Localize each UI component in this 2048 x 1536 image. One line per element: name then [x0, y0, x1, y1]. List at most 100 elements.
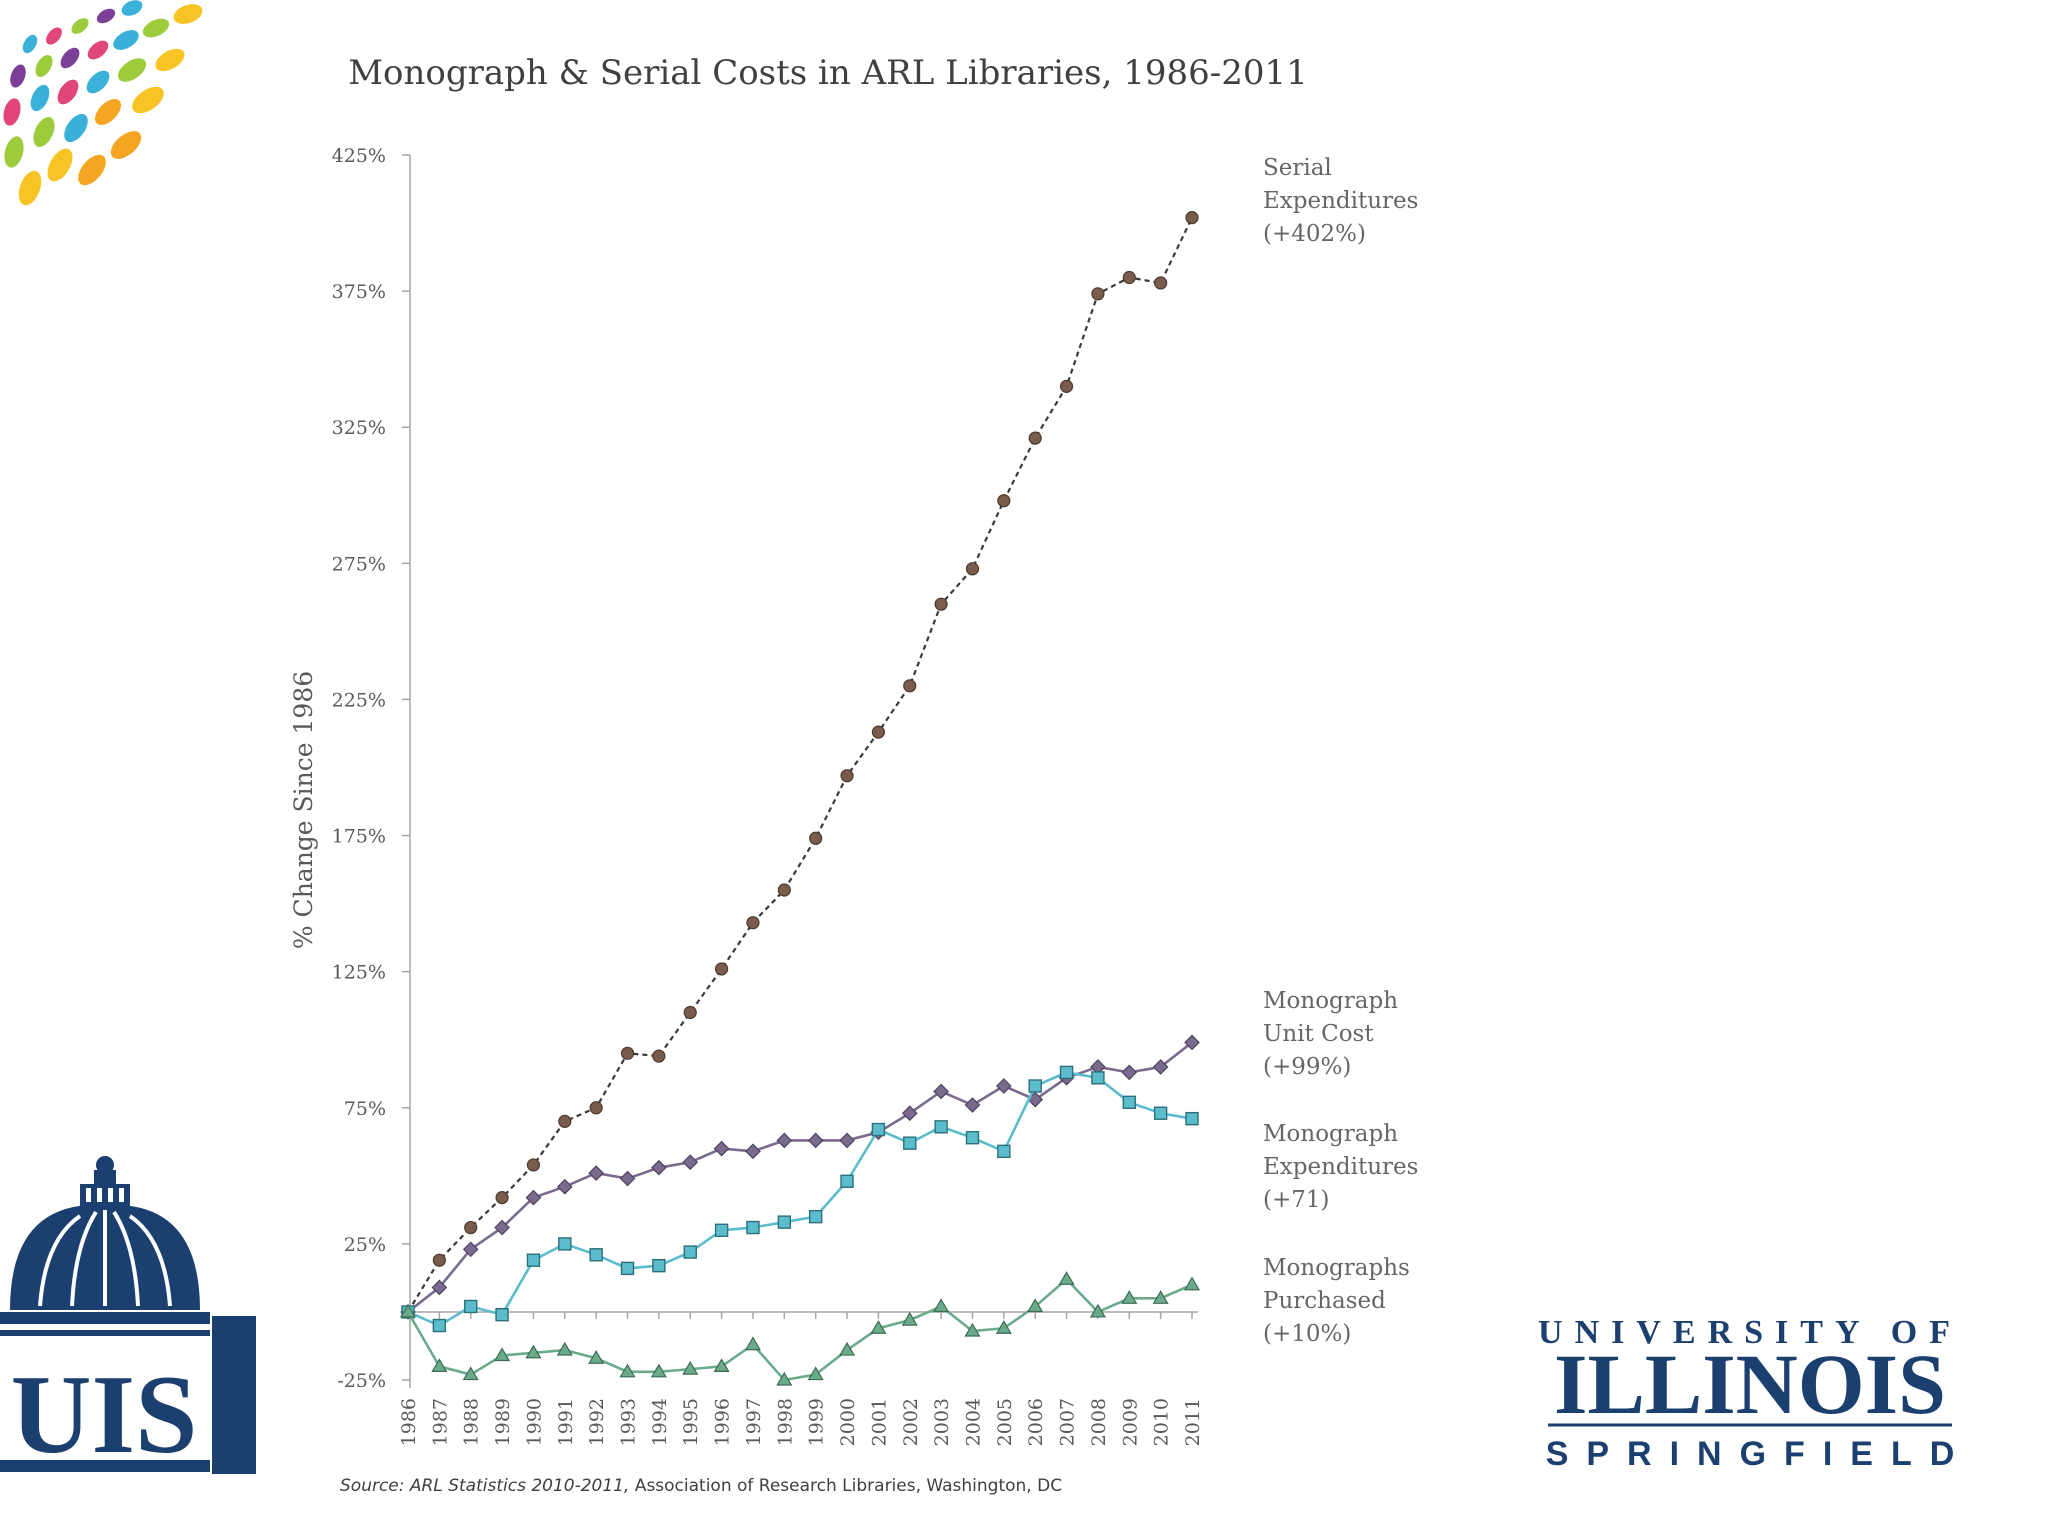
data-point-monograph_unit_cost: [682, 1154, 699, 1171]
data-point-monograph_unit_cost: [1121, 1064, 1138, 1081]
data-point-monograph_unit_cost: [619, 1170, 636, 1187]
data-point-serial: [432, 1253, 446, 1267]
data-point-monographs_purchased: [1058, 1271, 1075, 1285]
data-point-monograph_expenditures: [1185, 1111, 1199, 1126]
x-tick-label: 1996: [712, 1398, 734, 1446]
data-point-monograph_expenditures: [997, 1144, 1011, 1159]
data-point-monograph_expenditures: [558, 1237, 572, 1251]
source-rest: Association of Research Libraries, Washi…: [629, 1476, 1062, 1496]
x-tick-label: 1999: [806, 1398, 828, 1446]
data-point-monograph_expenditures: [589, 1248, 603, 1262]
data-point-serial: [903, 679, 917, 693]
data-point-monograph_unit_cost: [556, 1178, 573, 1195]
series-serial: [401, 211, 1199, 1319]
x-tick-label: 2004: [962, 1398, 984, 1446]
x-tick-label: 1995: [680, 1398, 702, 1446]
series-monograph_unit_cost: [400, 1034, 1200, 1320]
data-point-monograph_unit_cost: [462, 1241, 479, 1258]
data-point-serial: [1185, 211, 1199, 225]
x-tick-label: 1989: [492, 1398, 514, 1446]
series-label-serial: Serial Expenditures (+402%): [1263, 155, 1418, 247]
data-point-serial: [934, 597, 948, 611]
y-tick-label: 75%: [344, 1098, 386, 1120]
data-point-monograph_unit_cost: [651, 1159, 667, 1176]
x-tick-label: 2001: [868, 1398, 890, 1446]
data-point-serial: [683, 1005, 697, 1020]
y-axis-title: % Change Since 1986: [289, 671, 318, 949]
series-label-line: Purchased: [1263, 1288, 1386, 1314]
series-label-line: Expenditures: [1263, 188, 1418, 214]
chart-title: Monograph & Serial Costs in ARL Librarie…: [348, 53, 1308, 93]
y-tick-label: 125%: [332, 962, 386, 984]
x-tick-label: 1987: [429, 1398, 451, 1446]
data-point-monograph_expenditures: [777, 1215, 792, 1229]
data-point-monograph_unit_cost: [745, 1143, 761, 1160]
x-tick-label: 1997: [743, 1398, 765, 1446]
series-line-monographs_purchased: [406, 1277, 1193, 1382]
series-label-monograph_expenditures: Monograph Expenditures (+71): [1263, 1121, 1418, 1213]
uis-side-bar: [212, 1316, 256, 1474]
data-point-serial: [589, 1101, 603, 1115]
x-tick-label: 1993: [618, 1398, 640, 1446]
chart-axes: -25% 25% 75% 125% 175% 225% 275% 325% 375% 425% 19…: [332, 145, 1204, 1446]
data-point-serial: [714, 962, 729, 976]
illinois-logo-bottom: SPRINGFIELD: [1546, 1435, 1973, 1473]
data-point-monograph_expenditures: [965, 1131, 980, 1145]
series-monograph_expenditures: [401, 1065, 1199, 1333]
data-point-monograph_unit_cost: [933, 1083, 949, 1100]
data-point-monograph_unit_cost: [713, 1140, 730, 1157]
x-tick-label: 1986: [398, 1398, 420, 1446]
data-point-monographs_purchased: [870, 1320, 887, 1334]
data-point-monographs_purchased: [713, 1358, 730, 1372]
x-tick-label: 2006: [1025, 1398, 1047, 1446]
data-point-serial: [526, 1158, 541, 1172]
data-point-monographs_purchased: [995, 1320, 1012, 1334]
data-point-monograph_expenditures: [934, 1120, 948, 1134]
data-point-monograph_expenditures: [1122, 1095, 1136, 1110]
data-point-monograph_expenditures: [714, 1223, 729, 1237]
data-point-monograph_expenditures: [683, 1245, 697, 1259]
series-label-line: (+10%): [1263, 1321, 1351, 1347]
source-prefix: Source:: [340, 1476, 410, 1496]
y-tick-label: 325%: [332, 417, 386, 439]
series-label-line: (+402%): [1263, 221, 1366, 247]
data-point-monographs_purchased: [1152, 1290, 1169, 1304]
series-label-monographs_purchased: Monographs Purchased (+10%): [1263, 1255, 1410, 1347]
data-point-monographs_purchased: [1027, 1298, 1044, 1313]
data-point-monograph_unit_cost: [901, 1105, 918, 1122]
uis-logo: UIS: [0, 1156, 256, 1477]
x-tick-label: 2009: [1119, 1398, 1141, 1446]
chart-series: [399, 211, 1201, 1386]
x-tick-label: 2005: [994, 1398, 1016, 1446]
data-point-monograph_unit_cost: [1184, 1034, 1200, 1051]
series-label-line: Monograph: [1263, 1121, 1398, 1147]
x-tick-label: 2008: [1088, 1398, 1110, 1446]
data-point-monographs_purchased: [1121, 1290, 1138, 1304]
x-tick-label: 2000: [837, 1398, 859, 1446]
y-tick-label: -25%: [337, 1370, 386, 1392]
x-tick-label: 2010: [1151, 1398, 1173, 1446]
data-point-monographs_purchased: [682, 1360, 699, 1375]
y-tick-label: 375%: [332, 281, 386, 303]
data-point-monographs_purchased: [619, 1363, 636, 1378]
x-tick-label: 1988: [461, 1398, 483, 1446]
series-label-line: Monographs: [1263, 1255, 1410, 1281]
data-point-serial: [558, 1114, 572, 1128]
data-point-monograph_expenditures: [903, 1136, 917, 1150]
illinois-logo: UNIVERSITY OF ILLINOIS SPRINGFIELD: [1538, 1314, 1973, 1473]
data-point-monograph_unit_cost: [494, 1219, 510, 1236]
data-point-monographs_purchased: [776, 1371, 793, 1386]
data-point-serial: [965, 562, 980, 576]
data-point-monograph_expenditures: [808, 1209, 823, 1224]
data-point-monograph_expenditures: [526, 1253, 541, 1267]
x-tick-label: 2003: [931, 1398, 953, 1446]
series-label-line: Unit Cost: [1263, 1021, 1374, 1047]
data-point-monographs_purchased: [933, 1298, 950, 1313]
data-point-serial: [1122, 270, 1136, 285]
data-point-serial: [746, 916, 760, 930]
series-labels: Serial Expenditures (+402%) Monograph Unit C…: [1263, 155, 1418, 1347]
data-point-monographs_purchased: [650, 1363, 667, 1378]
data-point-monograph_expenditures: [1091, 1071, 1105, 1085]
x-tick-label: 1992: [586, 1398, 608, 1446]
